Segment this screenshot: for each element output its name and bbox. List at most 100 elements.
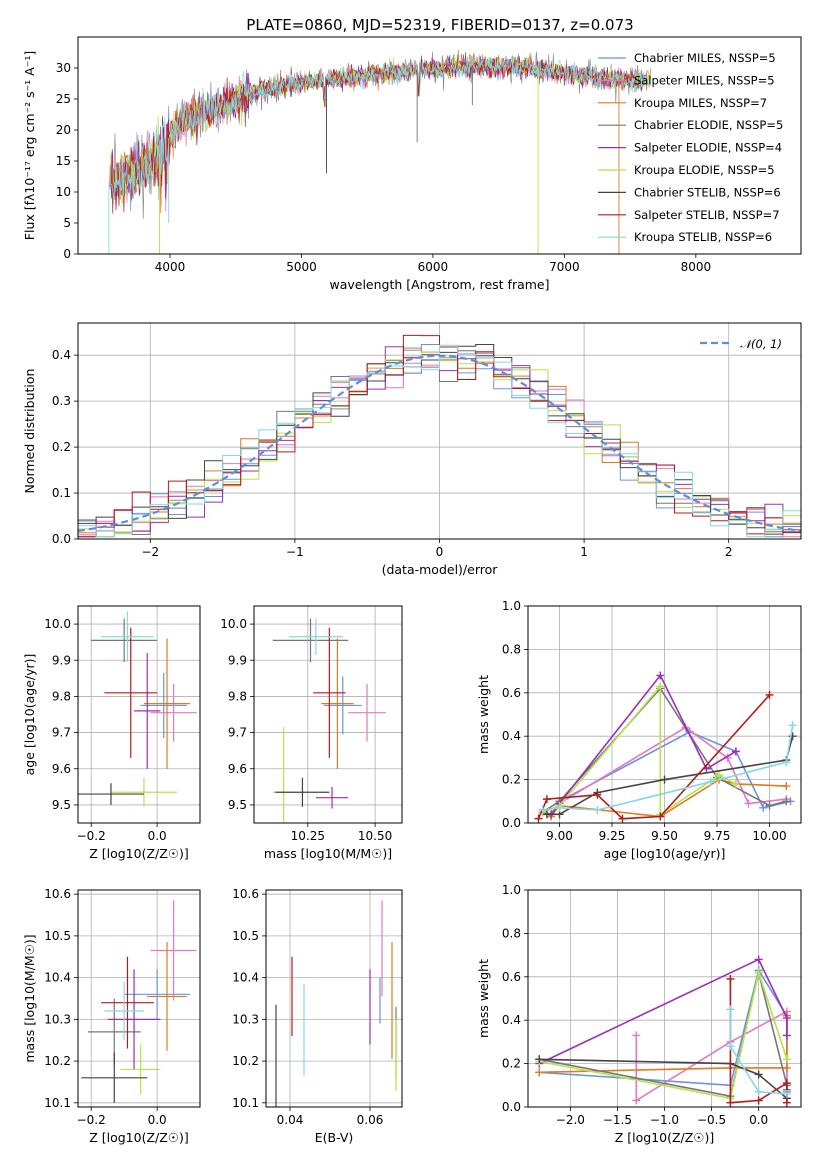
y-axis-label: age [log10(age/yr)] bbox=[22, 654, 37, 776]
x-axis-label: age [log10(age/yr)] bbox=[604, 846, 726, 861]
legend-entry: Kroupa STELIB, NSSP=6 bbox=[634, 230, 772, 244]
series-marker bbox=[542, 810, 551, 819]
y-axis-label: mass weight bbox=[476, 675, 491, 754]
y-tick-label: 30 bbox=[56, 61, 71, 75]
legend-entry: Salpeter MILES, NSSP=5 bbox=[634, 73, 775, 87]
y-tick-label: 10.3 bbox=[44, 1012, 71, 1026]
x-tick-label: −0.2 bbox=[77, 829, 106, 843]
x-axis-label: wavelength [Angstrom, rest frame] bbox=[329, 277, 549, 292]
x-tick-label: 9.50 bbox=[651, 829, 678, 843]
series-marker bbox=[726, 1098, 735, 1107]
legend-entry: Kroupa ELODIE, NSSP=5 bbox=[634, 163, 775, 177]
y-tick-label: 1.0 bbox=[502, 599, 521, 613]
series-marker bbox=[538, 805, 547, 814]
series-marker bbox=[731, 779, 740, 788]
errorbar-point-8 bbox=[313, 627, 346, 758]
y-tick-label: 0.6 bbox=[502, 686, 521, 700]
plot-area bbox=[78, 611, 197, 807]
series-marker bbox=[782, 797, 791, 806]
errorbar-point-3 bbox=[143, 638, 191, 769]
y-tick-label: 10.6 bbox=[232, 887, 259, 901]
series-marker bbox=[782, 758, 791, 767]
errorbar-point-1 bbox=[140, 672, 187, 739]
y-tick-label: 10.2 bbox=[44, 1054, 71, 1068]
x-tick-label: 2 bbox=[725, 545, 733, 559]
series-line bbox=[542, 673, 737, 816]
series-line bbox=[537, 694, 771, 820]
gridlines bbox=[78, 606, 200, 823]
x-tick-label: 1 bbox=[580, 545, 588, 559]
errorbar-point-1 bbox=[323, 676, 362, 735]
plot-area bbox=[81, 900, 197, 1103]
series-marker bbox=[715, 771, 724, 780]
errorbar-point-6 bbox=[120, 1044, 161, 1095]
y-tick-label: 20 bbox=[56, 123, 71, 137]
y-tick-label: 9.9 bbox=[228, 653, 247, 667]
y-tick-label: 5 bbox=[63, 216, 71, 230]
y-tick-label: 10.4 bbox=[232, 971, 259, 985]
plot-area bbox=[108, 50, 652, 254]
axes-frame bbox=[527, 605, 802, 824]
y-tick-label: 9.9 bbox=[52, 653, 71, 667]
y-tick-label: 0.2 bbox=[502, 1057, 521, 1071]
y-tick-label: 1.0 bbox=[502, 883, 521, 897]
weight-series-1 bbox=[535, 966, 791, 1096]
series-marker bbox=[782, 1055, 791, 1064]
y-tick-label: 9.6 bbox=[52, 762, 71, 776]
y-axis-label: mass weight bbox=[476, 959, 491, 1038]
series-marker bbox=[593, 790, 602, 799]
y-tick-label: 9.5 bbox=[228, 798, 247, 812]
x-tick-label: −2.0 bbox=[556, 1113, 585, 1127]
weight-series-6 bbox=[538, 682, 740, 819]
errorbar-point-4 bbox=[272, 618, 349, 663]
y-tick-label: 0.8 bbox=[502, 926, 521, 940]
y-tick-label: 10.5 bbox=[44, 929, 71, 943]
legend-entry: Salpeter STELIB, NSSP=7 bbox=[634, 208, 780, 222]
y-axis-label: mass [log10(M/M☉)] bbox=[22, 934, 37, 1062]
series-marker bbox=[656, 812, 665, 821]
y-tick-label: 10.0 bbox=[44, 617, 71, 631]
series-line bbox=[539, 969, 788, 1100]
errorbar-point-2 bbox=[150, 683, 197, 742]
series-marker bbox=[656, 671, 665, 680]
axes-frame bbox=[77, 889, 201, 1108]
series-marker bbox=[782, 1098, 791, 1107]
series-marker bbox=[782, 1031, 791, 1040]
y-tick-label: 10.4 bbox=[44, 971, 71, 985]
plot-area bbox=[535, 955, 791, 1107]
y-tick-label: 10 bbox=[56, 185, 71, 199]
x-tick-label: 0.04 bbox=[277, 1113, 304, 1127]
series-marker bbox=[765, 690, 774, 699]
spectrum-line-9 bbox=[111, 53, 651, 203]
weight-series-9 bbox=[726, 1005, 791, 1098]
series-line bbox=[539, 1015, 788, 1074]
y-tick-label: 0.0 bbox=[502, 1100, 521, 1114]
x-tick-label: 10.00 bbox=[752, 829, 786, 843]
weight-series-9 bbox=[538, 721, 797, 814]
y-tick-label: 10.5 bbox=[232, 929, 259, 943]
plot-area bbox=[272, 618, 386, 823]
legend-entry: 𝒩(0, 1) bbox=[740, 337, 782, 351]
x-axis-label: (data-model)/error bbox=[382, 562, 499, 577]
series-marker bbox=[788, 732, 797, 741]
errorbar-point-7 bbox=[81, 1052, 148, 1103]
legend: Chabrier MILES, NSSP=5 Salpeter MILES, NS… bbox=[598, 51, 783, 244]
panel-massweight-vs-age: 9.00 9.25 9.50 9.75 10.00 0.0 0.2 0.4 0.6 0.8 1.0 a… bbox=[476, 599, 802, 861]
weight-series-5 bbox=[535, 955, 791, 1068]
series-marker bbox=[759, 803, 768, 812]
series-marker bbox=[632, 1031, 641, 1040]
series-line bbox=[542, 684, 737, 816]
y-tick-label: 0.1 bbox=[52, 486, 71, 500]
series-marker bbox=[754, 1070, 763, 1079]
errorbar-point-5 bbox=[107, 969, 161, 1070]
errorbar-point-9 bbox=[104, 981, 144, 1041]
axes-frame bbox=[265, 889, 403, 1108]
series-marker bbox=[618, 814, 627, 823]
y-tick-label: 10.2 bbox=[232, 1054, 259, 1068]
gridlines bbox=[266, 890, 402, 1107]
x-tick-label: 9.75 bbox=[704, 829, 731, 843]
spectrum-line-8 bbox=[111, 56, 648, 214]
y-tick-label: 0.8 bbox=[502, 642, 521, 656]
axes-frame bbox=[77, 605, 201, 824]
